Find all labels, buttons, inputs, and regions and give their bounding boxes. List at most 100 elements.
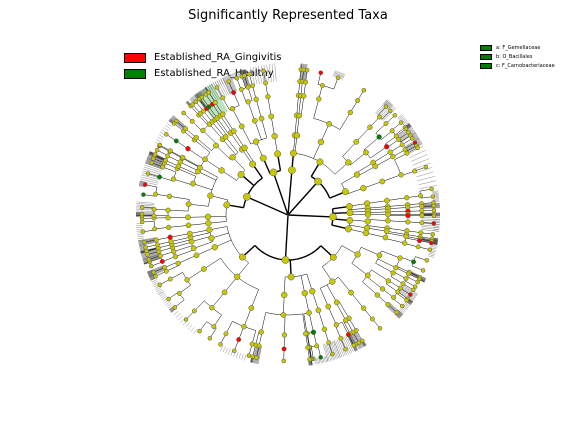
taxon-node [411,287,416,293]
clade-branch [349,333,358,351]
clade-branch [136,204,155,207]
clade-branch [257,346,262,364]
clade-branch [187,324,193,330]
taxon-node [379,286,386,292]
taxon-node [212,100,218,105]
taxon-node [157,282,163,288]
clade-branch [182,157,201,168]
clade-branch [354,331,364,347]
clade-branch [254,345,259,364]
taxon-node [218,167,225,174]
clade-branch [151,279,158,283]
clade-branch [177,168,196,177]
taxon-node [431,203,436,209]
clade-branch [347,335,356,352]
taxon-node [361,87,367,93]
clade-branch [231,73,235,80]
clade-branch [397,127,413,139]
clade-branch [194,94,207,110]
clade-branch [145,161,163,168]
taxon-node [186,230,193,237]
taxon-node [329,253,337,261]
clade-branch [352,332,361,349]
clade-branch [148,153,166,161]
clade-branch [331,341,338,359]
taxon-node [173,138,179,144]
taxon-node [206,104,212,110]
clade-branch [137,235,144,238]
clade-branch [381,106,395,120]
clade-branch [253,345,258,364]
clade-branch [141,249,159,255]
taxon-node [353,139,360,145]
taxon-node [247,71,252,77]
clade-branch [325,343,331,361]
clade-branch [399,130,415,141]
clade-branch [404,302,410,307]
clade-branch [400,287,416,298]
clade-branch [196,93,208,109]
taxon-node [144,248,149,254]
clade-branch [197,171,217,181]
taxon-node [140,229,146,234]
taxon-node [230,128,237,134]
clade-branch [256,346,261,364]
clade-branch [229,74,237,92]
clade-branch [209,84,213,91]
clade-branch [225,76,234,93]
taxon-node [376,252,383,259]
clade-branch [315,358,318,365]
clade-branch [146,159,164,167]
taxon-node [154,242,160,248]
clade-branch [143,166,161,173]
clade-branch [202,130,218,145]
clade-branch [172,241,192,248]
clade-branch [274,63,277,82]
taxon-node [342,188,349,196]
taxon-node [261,68,266,74]
clade-branch [405,141,422,151]
clade-branch [136,206,155,208]
taxon-node [304,68,310,73]
clade-branch [222,77,231,95]
taxon-node [395,289,401,295]
taxon-node [152,152,158,157]
clade-branch [196,137,212,151]
taxa-label-c: c: F_Carnobacteriaceae [496,63,555,69]
taxon-node [406,130,411,135]
taxon-node [329,278,336,285]
clade-branch [141,250,159,257]
clade-branch [404,140,421,150]
clade-branch [148,155,165,163]
taxon-node [315,307,322,314]
clade-branch [353,331,363,348]
clade-branch [386,232,407,237]
taxon-node [330,351,335,357]
taxon-node [189,118,195,124]
clade-branch [375,262,394,274]
taxon-node [249,160,257,168]
taxon-node [384,217,391,224]
clade-branch [230,132,243,150]
clade-branch [182,157,201,168]
clade-branch [172,115,187,128]
taxon-node [157,174,162,180]
taxon-node [333,299,340,306]
taxon-node [310,329,317,335]
clade-branch [170,233,190,238]
clade-branch [142,253,160,259]
clade-branch [382,107,396,121]
clade-branch [335,340,343,358]
clade-branch [141,249,159,255]
taxon-node [398,172,404,178]
clade-branch [399,289,415,300]
taxon-node [165,224,172,231]
taxon-node [226,79,231,84]
taxon-node [146,257,152,262]
clade-branch [145,162,163,169]
clade-branch [335,71,338,77]
clade-branch [220,78,224,85]
clade-branch [212,121,226,138]
clade-branch [366,276,383,290]
taxon-node [419,204,425,210]
